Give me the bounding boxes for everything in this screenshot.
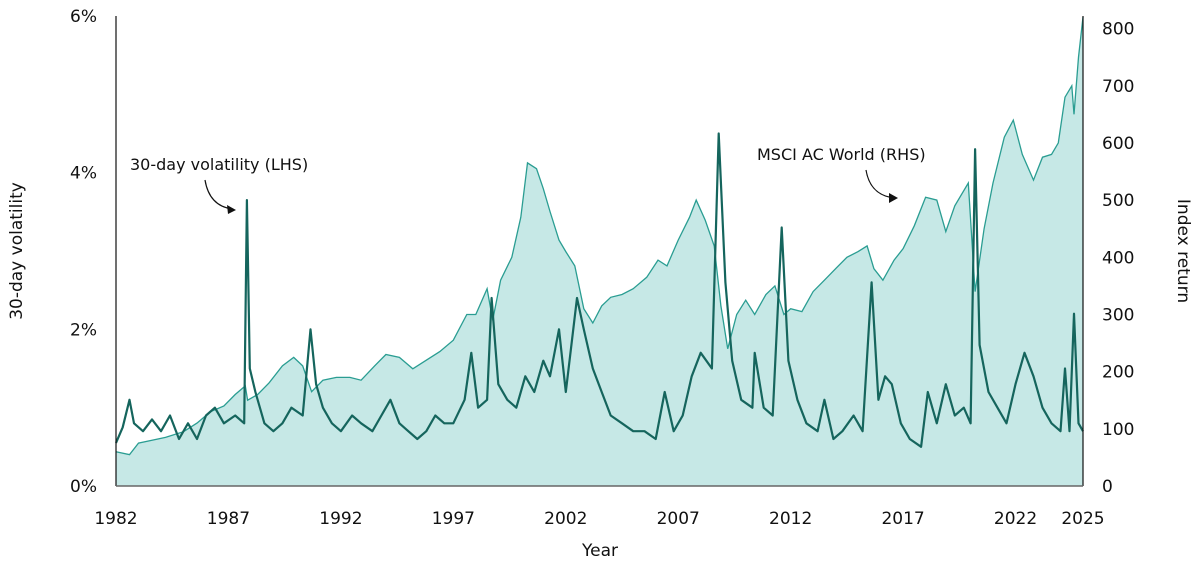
volatility-annotation: 30-day volatility (LHS) [130,155,308,174]
x-tick-label: 2007 [657,509,700,529]
x-tick-label: 2012 [769,509,812,529]
x-tick-label: 1992 [319,509,362,529]
right-tick-label: 700 [1102,77,1134,97]
left-tick-labels: 0% 2% 4% 6% [70,7,97,497]
x-tick-label: 2025 [1061,509,1104,529]
right-tick-label: 500 [1102,191,1134,211]
volatility-series-line [114,132,1084,448]
left-axis-title: 30-day volatility [7,182,27,320]
right-axis-title: Index return [1173,199,1193,303]
arrowhead-icon [227,205,236,214]
left-tick-label: 2% [70,320,97,340]
index-area [116,17,1083,486]
x-tick-label: 2022 [994,509,1037,529]
x-axis-title: Year [581,541,618,561]
x-tick-label: 1987 [207,509,250,529]
right-tick-label: 200 [1102,363,1134,383]
right-tick-label: 800 [1102,20,1134,40]
right-tick-label: 0 [1102,477,1113,497]
volatility-annotation-arrow [204,179,233,210]
arrowhead-icon [889,193,898,203]
left-tick-label: 0% [70,477,97,497]
x-tick-labels: 1982 1987 1992 1997 2002 2007 2012 2017 2022 2025 [94,509,1104,529]
left-tick-label: 6% [70,7,97,27]
x-tick-label: 2017 [881,509,924,529]
right-tick-labels: 0 100 200 300 400 500 600 700 800 [1102,20,1134,497]
right-tick-label: 300 [1102,305,1134,325]
left-tick-label: 4% [70,164,97,184]
right-tick-label: 600 [1102,134,1134,154]
right-tick-label: 100 [1102,420,1134,440]
index-annotation: MSCI AC World (RHS) [757,145,926,164]
right-tick-label: 400 [1102,248,1134,268]
index-series-line [115,17,1084,456]
x-tick-label: 1997 [432,509,475,529]
x-tick-label: 2002 [544,509,587,529]
x-tick-label: 1982 [94,509,137,529]
plot-area [114,17,1084,486]
